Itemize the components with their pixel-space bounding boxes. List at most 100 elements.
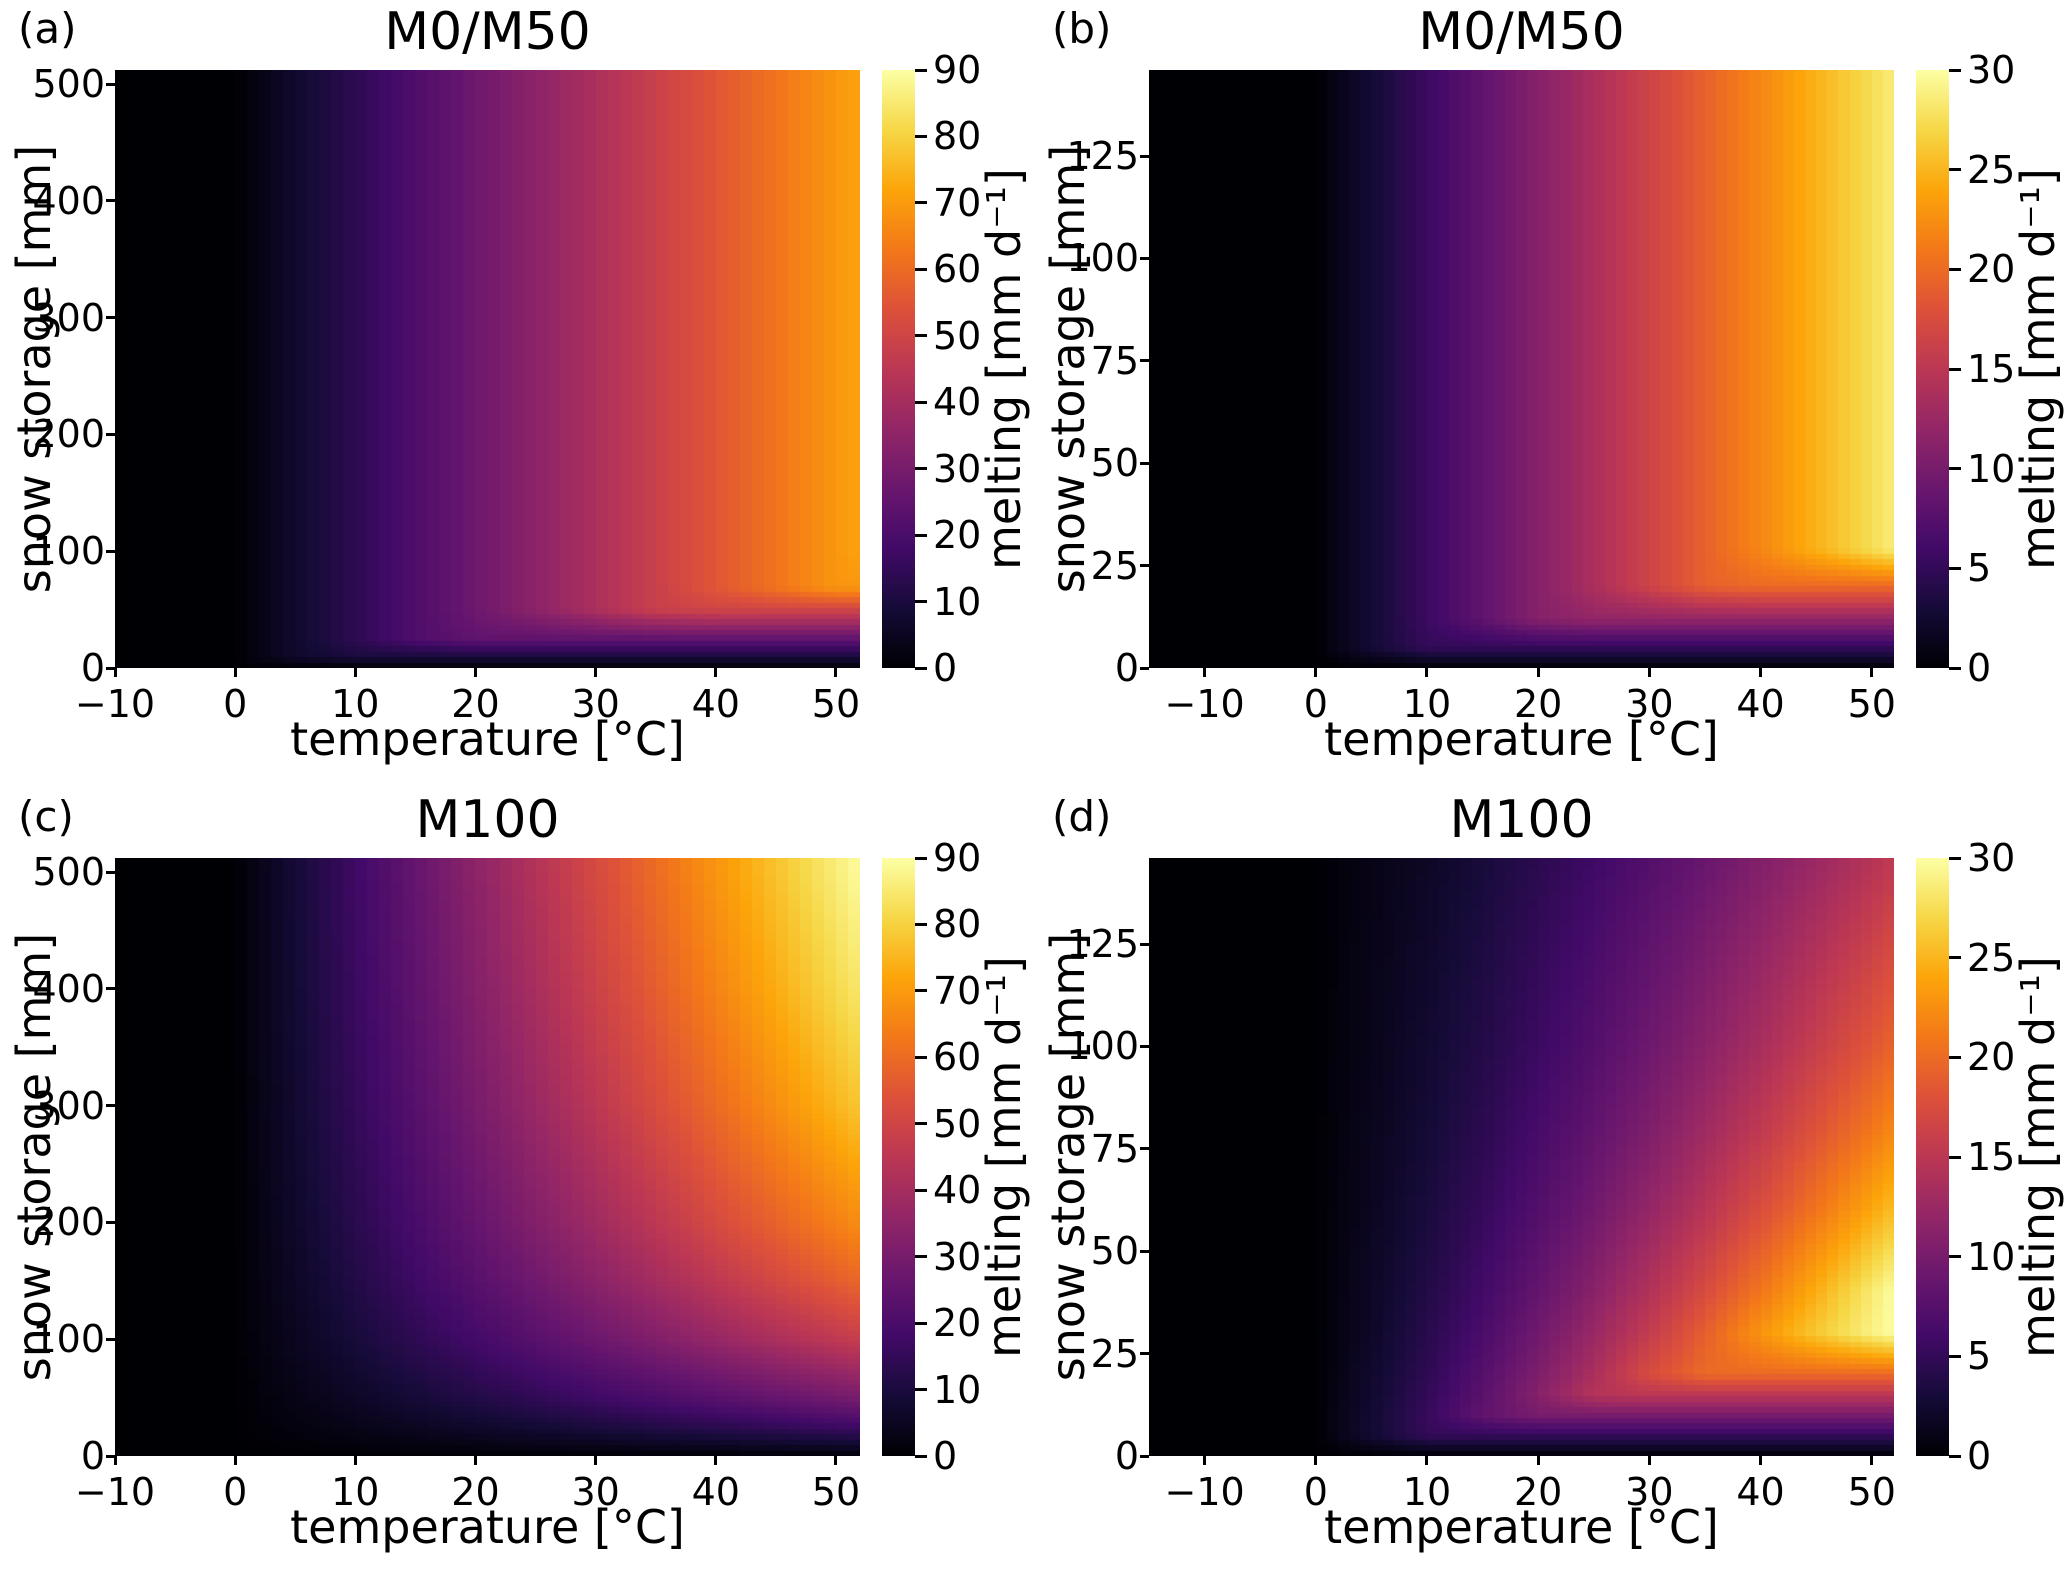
colorbar-tick-mark	[915, 1388, 927, 1392]
colorbar-tick-mark	[915, 1255, 927, 1259]
y-tick-label: 400	[32, 966, 105, 1011]
y-tick-label: 50	[1090, 1229, 1139, 1274]
panel-a: (a) M0/M50 snow storage [mm] temperature…	[0, 0, 1033, 788]
x-tick-mark	[473, 668, 477, 677]
x-axis-label-a: temperature [°C]	[290, 712, 685, 766]
y-tick-mark	[1140, 564, 1149, 568]
x-tick-label: 50	[1847, 682, 1896, 726]
y-tick-label: 100	[32, 529, 105, 574]
colorbar-tick-label: 50	[933, 1101, 982, 1146]
y-tick-mark	[1140, 942, 1149, 946]
x-tick-label: 40	[1736, 682, 1785, 726]
y-tick-mark	[1140, 1147, 1149, 1151]
colorbar-tick-label: 20	[1967, 247, 2016, 292]
colorbar-tick-label: 20	[933, 513, 982, 558]
y-tick-mark	[106, 1337, 115, 1341]
colorbar-canvas-a	[882, 70, 915, 668]
x-tick-label: 10	[331, 682, 380, 726]
colorbar-tick-label: 0	[1967, 646, 1992, 690]
heatmap-canvas-b	[1149, 70, 1894, 668]
colorbar-tick-mark	[1949, 1055, 1961, 1059]
x-tick-label: 40	[691, 682, 740, 726]
colorbar-tick-label: 30	[1967, 836, 2016, 880]
colorbar-tick-label: 90	[933, 48, 982, 92]
x-tick-label: 30	[571, 682, 620, 726]
x-tick-mark	[353, 668, 357, 677]
x-tick-mark	[1870, 668, 1874, 677]
colorbar-tick-label: 0	[933, 1434, 958, 1478]
x-tick-mark	[1647, 668, 1651, 677]
x-tick-label: 0	[223, 682, 248, 726]
colorbar-tick-label: 10	[1967, 446, 2016, 491]
x-tick-label: 50	[811, 682, 861, 726]
colorbar-tick-mark	[915, 989, 927, 993]
y-tick-mark	[106, 1220, 115, 1224]
x-tick-mark	[233, 668, 237, 677]
x-tick-mark	[714, 1456, 718, 1465]
x-tick-label: −10	[1164, 1470, 1245, 1514]
colorbar-tick-label: 30	[1967, 48, 2016, 92]
x-tick-label: −10	[74, 1470, 156, 1514]
colorbar-tick-label: 15	[1967, 347, 2016, 391]
colorbar-tick-mark	[915, 267, 927, 271]
colorbar-label-b: melting [mm d⁻¹]	[2011, 168, 2065, 570]
y-tick-label: 25	[1090, 1331, 1139, 1376]
y-axis-label-d: snow storage [mm]	[1041, 932, 1095, 1382]
y-tick-mark	[1140, 1352, 1149, 1356]
y-tick-mark	[1140, 154, 1149, 158]
colorbar-tick-label: 30	[933, 446, 982, 491]
x-axis-label-d: temperature [°C]	[1324, 1500, 1719, 1554]
y-tick-label: 25	[1090, 543, 1139, 588]
colorbar-tick-label: 60	[933, 1035, 982, 1080]
colorbar-tick-label: 40	[933, 380, 982, 425]
x-tick-mark	[113, 668, 117, 677]
x-tick-mark	[353, 1456, 357, 1465]
y-tick-mark	[106, 987, 115, 991]
y-tick-label: 125	[1066, 134, 1139, 178]
x-tick-mark	[1759, 1456, 1763, 1465]
colorbar-tick-mark	[915, 1188, 927, 1192]
colorbar-tick-mark	[1949, 956, 1961, 960]
x-tick-mark	[594, 1456, 598, 1465]
heatmap-canvas-a	[115, 70, 860, 668]
x-tick-label: −10	[74, 682, 156, 726]
colorbar-tick-label: 15	[1967, 1135, 2016, 1179]
colorbar-tick-mark	[1949, 1155, 1961, 1159]
y-axis-label-b: snow storage [mm]	[1041, 144, 1095, 594]
colorbar-tick-mark	[1949, 467, 1961, 471]
y-tick-mark	[106, 316, 115, 320]
y-tick-mark	[1140, 1249, 1149, 1253]
colorbar-tick-mark	[915, 400, 927, 404]
x-tick-mark	[834, 668, 838, 677]
colorbar-tick-label: 10	[1967, 1234, 2016, 1279]
colorbar-tick-label: 5	[1967, 1334, 1992, 1379]
colorbar-tick-mark	[915, 533, 927, 537]
x-tick-mark	[714, 668, 718, 677]
colorbar-label-d: melting [mm d⁻¹]	[2011, 956, 2065, 1358]
colorbar-tick-label: 40	[933, 1168, 982, 1213]
panel-title-b: M0/M50	[1418, 2, 1625, 62]
panel-b: (b) M0/M50 snow storage [mm] temperature…	[1034, 0, 2067, 788]
y-tick-label: 200	[32, 1200, 105, 1245]
colorbar-tick-mark	[1949, 856, 1961, 860]
x-tick-mark	[233, 1456, 237, 1465]
colorbar-tick-mark	[1949, 1354, 1961, 1358]
y-tick-label: 500	[32, 850, 105, 895]
x-tick-label: 20	[451, 682, 500, 726]
x-tick-mark	[1425, 1456, 1429, 1465]
colorbar-tick-label: 10	[933, 1367, 982, 1412]
x-tick-label: 10	[331, 1470, 380, 1514]
panel-letter-d: (d)	[1052, 792, 1112, 841]
colorbar-tick-mark	[1949, 267, 1961, 271]
y-tick-mark	[106, 1104, 115, 1108]
x-tick-label: 0	[1303, 682, 1328, 726]
heatmap-canvas-d	[1149, 858, 1894, 1456]
colorbar-tick-label: 80	[933, 114, 982, 159]
colorbar-tick-mark	[1949, 68, 1961, 72]
y-tick-mark	[106, 199, 115, 203]
colorbar-tick-label: 25	[1967, 935, 2016, 980]
y-tick-label: 200	[32, 412, 105, 457]
colorbar-tick-label: 70	[933, 180, 982, 225]
colorbar-tick-mark	[1949, 168, 1961, 172]
y-tick-label: 100	[1066, 1024, 1139, 1069]
